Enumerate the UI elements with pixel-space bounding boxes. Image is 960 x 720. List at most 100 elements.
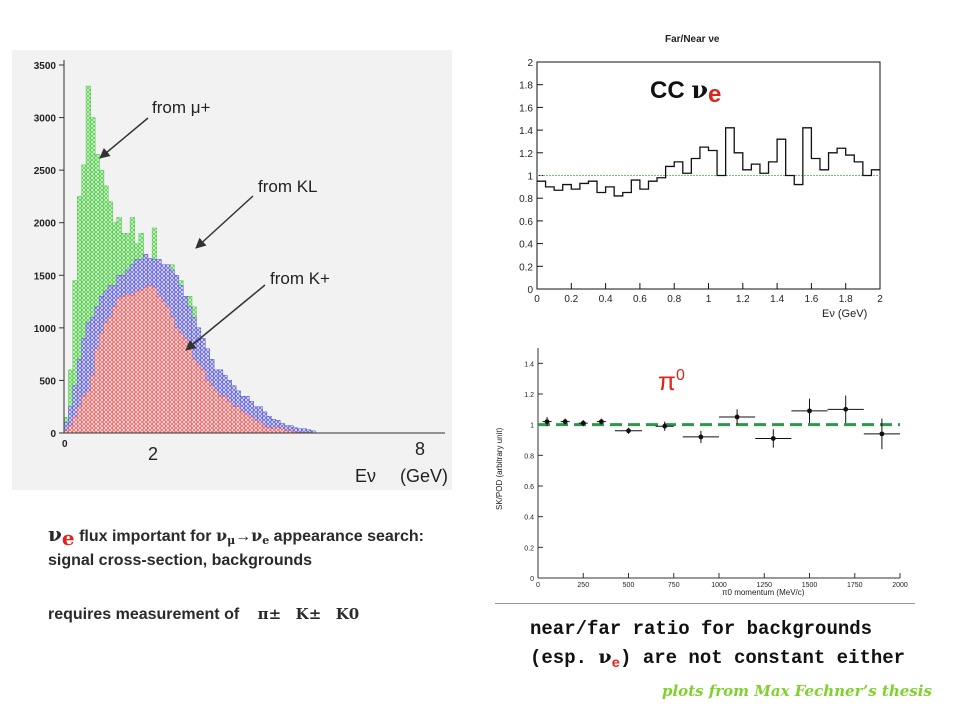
bar-fromk-46 xyxy=(266,427,272,434)
data-point-5 xyxy=(662,423,668,429)
bar-fromk-6 xyxy=(90,374,96,434)
data-point-9 xyxy=(807,408,812,414)
y-tick-label: 2 xyxy=(527,58,533,69)
ratio-line1: near/far ratio for backgrounds xyxy=(530,618,873,640)
credit-text: plots from Max Fechner’s thesis xyxy=(662,682,932,700)
data-point-8 xyxy=(770,436,776,441)
x-tick-label: 1250 xyxy=(756,582,772,589)
y-tick-label: 0.4 xyxy=(524,515,534,522)
x-tick-label: 250 xyxy=(577,582,589,589)
bar-fromk-31 xyxy=(200,369,206,434)
flux-histogram: 0 500 1000 1500 2000 2500 3000 3500 0 from μ+ fr… xyxy=(12,50,452,490)
bar-fromk-43 xyxy=(253,420,259,434)
x-tick-label: 1 xyxy=(706,294,712,305)
signal-line: signal cross-section, backgrounds xyxy=(48,552,313,569)
bar-fromk-30 xyxy=(195,364,202,434)
bar-fromk-13 xyxy=(121,296,127,434)
bar-fromk-10 xyxy=(107,317,113,434)
pi0-label: π0 xyxy=(658,366,685,396)
bar-fromk-12 xyxy=(116,298,122,434)
y-tick-label: 0 xyxy=(530,576,534,583)
x-tick-label: 0.2 xyxy=(564,294,578,305)
x-tick-2: 2 xyxy=(148,444,158,464)
data-point-2 xyxy=(580,420,586,426)
bar-fromk-19 xyxy=(147,285,153,434)
y-tick-label: 0.8 xyxy=(524,453,534,460)
bar-fromk-25 xyxy=(173,327,180,434)
x-tick-label: 750 xyxy=(668,582,680,589)
y-tick-label: 500 xyxy=(39,376,56,387)
bar-fromk-22 xyxy=(160,301,166,434)
bar-fromk-32 xyxy=(204,380,210,434)
y-tick-label: 3500 xyxy=(34,61,57,72)
data-point-4 xyxy=(626,428,631,434)
bar-fromk-27 xyxy=(182,338,188,434)
bar-fromk-18 xyxy=(143,287,149,434)
e-subscript-2: e xyxy=(262,534,270,547)
x-axis-label: Eν (GeV) xyxy=(822,308,867,320)
x-tick-label: 0 xyxy=(536,582,540,589)
y-tick-label: 1 xyxy=(527,172,533,183)
data-point-1 xyxy=(562,419,568,424)
x-axis-label: Eν xyxy=(355,466,376,486)
appearance-text: appearance search: xyxy=(269,528,424,545)
x-tick-label: 1.6 xyxy=(804,294,818,305)
y-tick-label: 0.2 xyxy=(524,545,534,552)
bar-fromk-4 xyxy=(81,396,87,434)
y-tick-label: 0.8 xyxy=(519,194,533,205)
measurement-line: requires measurement of π± K± K0 xyxy=(48,605,359,624)
bar-fromk-20 xyxy=(151,287,157,434)
x-tick-label: 1750 xyxy=(847,582,863,589)
x-axis-unit: (GeV) xyxy=(400,466,448,486)
data-point-0 xyxy=(544,419,550,424)
requires-text: requires measurement of xyxy=(48,606,240,623)
bar-fromk-48 xyxy=(275,427,281,434)
label-from-mu: from μ+ xyxy=(152,98,211,117)
pi0-ratio-chart: 0 0.2 0.4 0.6 0.8 1 1.2 1.4 0 250 500 750 1000 1250 15… xyxy=(495,348,908,597)
y-tick-label: 0.6 xyxy=(524,484,534,491)
x-tick-label: 1000 xyxy=(711,582,727,589)
ratio-line2: (esp. νe) are not constant either xyxy=(530,646,905,672)
mu-subscript: μ xyxy=(227,534,236,547)
divider xyxy=(495,603,915,604)
bar-fromk-17 xyxy=(138,289,144,434)
y-tick-label: 2000 xyxy=(34,219,57,230)
flux-text: flux important for xyxy=(74,528,216,545)
label-from-kplus: from K+ xyxy=(270,269,330,288)
bar-fromk-42 xyxy=(248,417,254,434)
arrow-symbol: → xyxy=(235,528,252,545)
bar-fromk-49 xyxy=(279,428,285,434)
bar-fromk-21 xyxy=(156,296,162,434)
ratio-e: e xyxy=(611,656,621,672)
x-tick-label: 1.4 xyxy=(770,294,784,305)
nue-symbol: ν xyxy=(251,526,263,545)
bar-fromk-14 xyxy=(125,294,131,434)
far-near-ratio-chart: Far/Near νe 0 0.2 0.4 0.6 0.8 1 1.2 1.4 1.6 1.8 2 0… xyxy=(519,34,883,320)
bar-fromk-23 xyxy=(165,306,171,434)
mu-arrow xyxy=(99,117,149,159)
x-axis-label: π0 momentum (MeV/c) xyxy=(722,588,805,597)
bar-fromk-8 xyxy=(99,332,105,434)
bar-fromk-24 xyxy=(169,317,175,434)
bar-fromk-29 xyxy=(191,359,197,434)
bar-fromk-47 xyxy=(270,428,276,434)
bar-fromk-5 xyxy=(85,390,91,434)
y-tick-label: 1500 xyxy=(34,271,57,282)
y-axis-label: SK/POD (arbitrary unit) xyxy=(495,427,504,510)
bar-fromk-1 xyxy=(68,425,74,434)
ratio-nu: ν xyxy=(598,646,612,668)
bar-fromk-41 xyxy=(244,413,250,434)
bar-fromk-26 xyxy=(178,332,184,434)
numu-symbol: ν xyxy=(215,526,228,545)
bar-fromk-33 xyxy=(209,385,215,434)
k-pm: K± xyxy=(295,605,322,623)
bar-fromk-2 xyxy=(72,417,78,434)
ratio-step-line xyxy=(537,127,880,197)
y-tick-label: 1000 xyxy=(34,324,57,335)
ratio-text-a: (esp. xyxy=(530,647,599,669)
bar-fromk-7 xyxy=(94,348,100,434)
y-tick-label: 0.2 xyxy=(519,262,533,273)
bar-fromk-44 xyxy=(257,422,263,434)
bar-fromk-28 xyxy=(187,348,193,434)
y-tick-label: 1.4 xyxy=(519,126,533,137)
